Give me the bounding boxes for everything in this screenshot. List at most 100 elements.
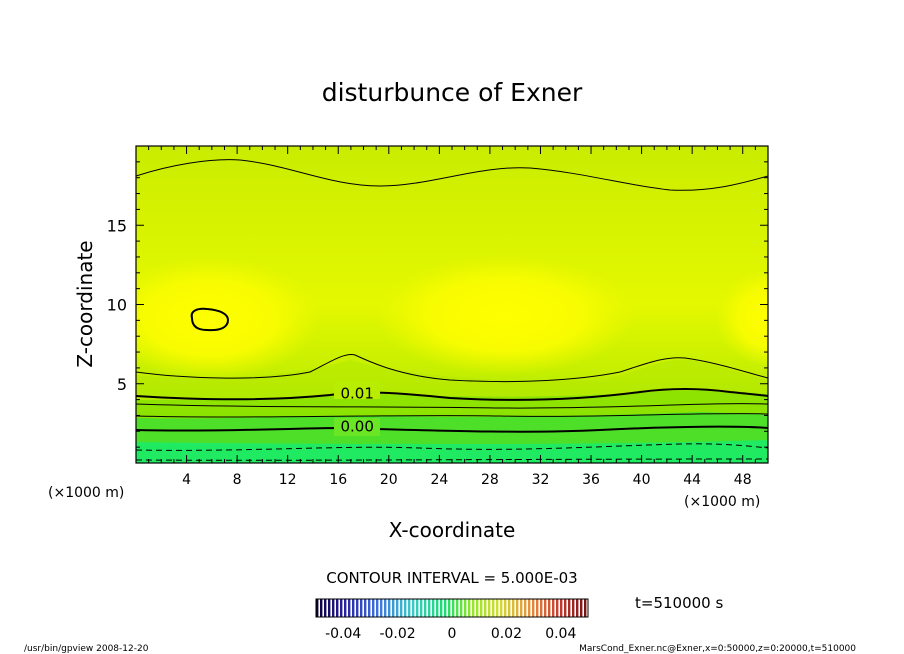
plot-area — [136, 146, 768, 463]
x-tick-label: 20 — [380, 472, 398, 488]
y-tick-label: 15 — [107, 216, 127, 235]
colorbar-tick-label: -0.02 — [379, 626, 415, 642]
colorbar-tick-label: 0 — [448, 626, 457, 642]
colorbar-cell — [448, 599, 451, 617]
colorbar-cell — [564, 599, 567, 617]
contour-interval: CONTOUR INTERVAL = 5.000E-03 — [326, 569, 577, 587]
colorbar-tick-label: 0.04 — [545, 626, 576, 642]
contour-label: 0.01 — [340, 384, 373, 402]
time-label: t=510000 s — [635, 594, 723, 612]
colorbar-cell — [552, 599, 555, 617]
x-tick-label: 12 — [279, 472, 297, 488]
colorbar-cell — [324, 599, 327, 617]
colorbar-cell — [476, 599, 479, 617]
y-axis: 5 10 15 — [107, 145, 768, 464]
colorbar-cell — [356, 599, 359, 617]
colorbar-cell — [416, 599, 419, 617]
colorbar-cell — [376, 599, 379, 617]
x-tick-label: 44 — [683, 472, 701, 488]
colorbar-cell — [384, 599, 387, 617]
contour-line-0.00 — [136, 425, 768, 433]
contour-line-dashed — [136, 443, 768, 451]
x-tick-label: 8 — [233, 472, 242, 488]
colorbar-cell — [540, 599, 543, 617]
colorbar-cell — [380, 599, 383, 617]
colorbar-cell — [444, 599, 447, 617]
colorbar-cell — [408, 599, 411, 617]
chart-title: disturbunce of Exner — [322, 78, 583, 107]
x-tick-label: 28 — [481, 472, 499, 488]
colorbar-cell — [412, 599, 415, 617]
colorbar-tick-label: -0.04 — [325, 626, 361, 642]
colorbar-cell — [584, 599, 587, 617]
x-unit-note-left: (×1000 m) — [48, 485, 124, 501]
x-tick-label: 4 — [182, 472, 191, 488]
x-unit-note-right: (×1000 m) — [684, 494, 760, 510]
colorbar-frame — [315, 598, 589, 618]
colorbar-cell — [556, 599, 559, 617]
footer-right: MarsCond_Exner.nc@Exner,x=0:50000,z=0:20… — [579, 644, 856, 654]
colorbar-cell — [520, 599, 523, 617]
colorbar-cell — [568, 599, 571, 617]
max-region-center — [375, 255, 635, 375]
shade-band — [136, 440, 768, 463]
colorbar-cell — [328, 599, 331, 617]
colorbar-cell — [348, 599, 351, 617]
colorbar-cell — [340, 599, 343, 617]
colorbar-cell — [504, 599, 507, 617]
colorbar-cell — [464, 599, 467, 617]
contour-line — [136, 159, 768, 191]
colorbar-cell — [572, 599, 575, 617]
colorbar-cell — [576, 599, 579, 617]
y-tick-label: 5 — [117, 375, 127, 394]
colorbar-cell — [388, 599, 391, 617]
footer-left: /usr/bin/gpview 2008-12-20 — [24, 644, 149, 654]
colorbar-cell — [516, 599, 519, 617]
colorbar-cell — [456, 599, 459, 617]
colorbar-cell — [460, 599, 463, 617]
colorbar-cell — [508, 599, 511, 617]
colorbar-cell — [352, 599, 355, 617]
colorbar-cell — [440, 599, 443, 617]
colorbar-cell — [484, 599, 487, 617]
colorbar-cell — [536, 599, 539, 617]
colorbar-cell — [392, 599, 395, 617]
colorbar-cell — [316, 599, 319, 617]
colorbar-cell — [544, 599, 547, 617]
colorbar-cell — [496, 599, 499, 617]
x-tick-label: 48 — [734, 472, 752, 488]
colorbar-cell — [428, 599, 431, 617]
colorbar-cell — [500, 599, 503, 617]
contour-closed — [190, 307, 230, 332]
x-tick-label: 40 — [633, 472, 651, 488]
colorbar-cell — [332, 599, 335, 617]
colorbar-cell — [368, 599, 371, 617]
contour-line — [136, 353, 768, 383]
x-tick-label: 32 — [532, 472, 550, 488]
contour-line-0.01 — [136, 388, 768, 401]
colorbar-tick-label: 0.02 — [491, 626, 522, 642]
max-region-left — [136, 256, 320, 380]
colorbar-cell — [492, 599, 495, 617]
x-tick-label: 24 — [430, 472, 448, 488]
colorbar-cell — [488, 599, 491, 617]
colorbar-cell — [532, 599, 535, 617]
colorbar-cell — [360, 599, 363, 617]
colorbar-cell — [344, 599, 347, 617]
colorbar-cell — [472, 599, 475, 617]
colorbar-cell — [468, 599, 471, 617]
colorbar-cell — [512, 599, 515, 617]
colorbar-cell — [480, 599, 483, 617]
colorbar-cell — [424, 599, 427, 617]
contour-label: 0.00 — [340, 418, 373, 436]
colorbar-cell — [336, 599, 339, 617]
colorbar-cell — [396, 599, 399, 617]
colorbar-cell — [524, 599, 527, 617]
colorbar-cell — [548, 599, 551, 617]
colorbar-cell — [320, 599, 323, 617]
contour-line — [136, 403, 768, 409]
colorbar-cell — [404, 599, 407, 617]
colorbar-cell — [436, 599, 439, 617]
x-tick-label: 36 — [582, 472, 600, 488]
